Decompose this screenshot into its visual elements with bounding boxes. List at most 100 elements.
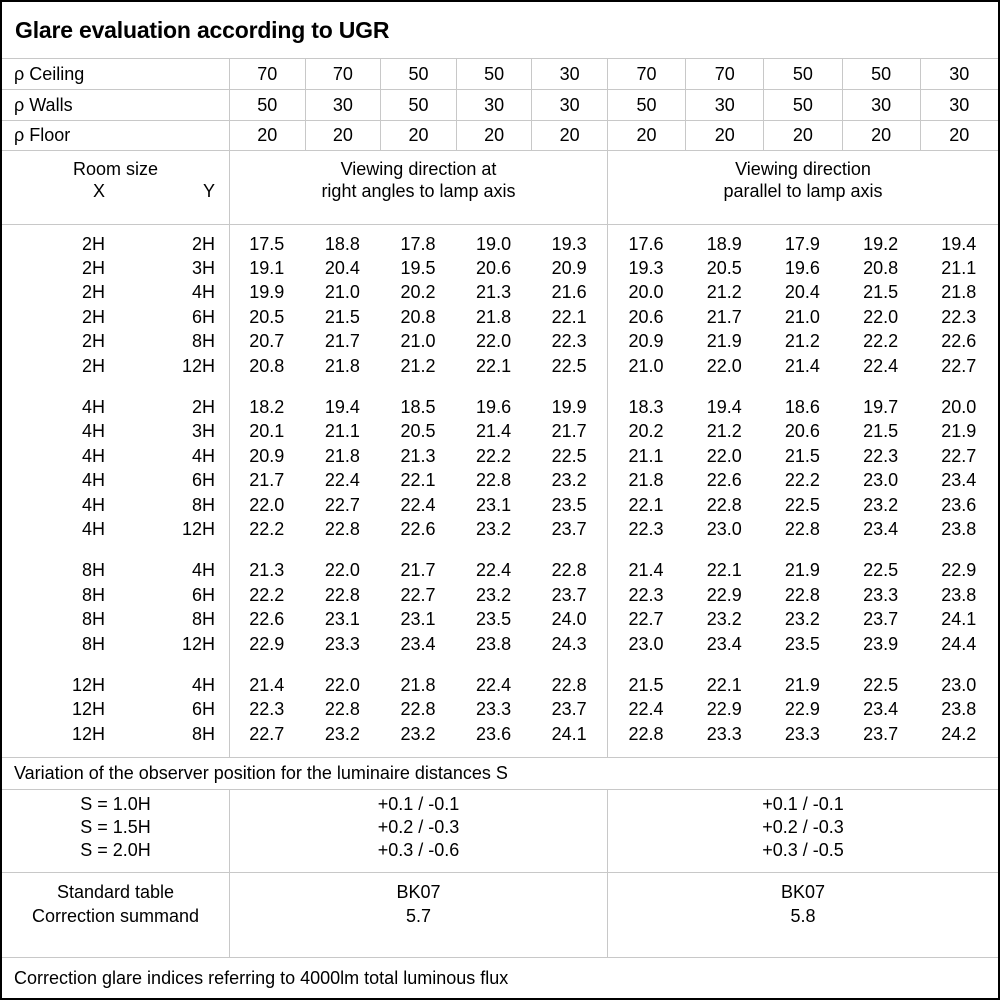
ugr-value-parallel: 23.3 <box>863 584 899 605</box>
ugr-value-parallel: 19.4 <box>941 233 977 254</box>
ugr-block: 4H 2H 18.2 19.4 18.5 19.6 19.9 18.3 19.4 18.6 19.7… <box>2 395 998 541</box>
ugr-value-right-angles: 22.7 <box>324 494 360 515</box>
ugr-value-parallel: 21.2 <box>706 282 742 303</box>
ugr-value-right-angles: 22.8 <box>476 470 512 491</box>
right-angles-section-header: Viewing direction at right angles to lam… <box>229 151 607 224</box>
ugr-value-parallel: 21.7 <box>706 306 742 327</box>
reflectance-value: 30 <box>455 90 532 120</box>
ugr-value-parallel: 22.2 <box>863 331 899 352</box>
ugr-value-parallel: 21.9 <box>941 421 977 442</box>
right-angles-header-line1: Viewing direction at <box>340 159 497 179</box>
reflectance-value: 20 <box>304 121 381 150</box>
ugr-value-parallel: 23.6 <box>941 494 977 515</box>
ugr-value-parallel: 21.5 <box>784 445 820 466</box>
ugr-value-parallel: 21.2 <box>784 331 820 352</box>
ugr-value-right-angles: 22.5 <box>551 445 587 466</box>
ugr-value-parallel: 23.2 <box>863 494 899 515</box>
reflectance-value: 30 <box>841 90 920 120</box>
ugr-value-parallel: 21.1 <box>628 445 664 466</box>
ugr-value-right-angles: 24.3 <box>551 633 587 654</box>
ugr-value-right-angles: 22.4 <box>476 560 512 581</box>
ugr-value-right-angles: 22.1 <box>476 355 512 376</box>
ugr-value-right-angles: 21.7 <box>324 331 360 352</box>
ugr-value-parallel: 21.9 <box>784 674 820 695</box>
ugr-value-right-angles: 20.9 <box>249 445 285 466</box>
ugr-value-parallel: 22.3 <box>863 445 899 466</box>
ugr-value-parallel: 23.8 <box>941 518 977 539</box>
ugr-value-parallel: 23.2 <box>706 609 742 630</box>
ugr-value-parallel: 23.0 <box>628 633 664 654</box>
ugr-value-parallel: 23.3 <box>784 723 820 744</box>
ugr-value-parallel: 21.9 <box>784 560 820 581</box>
ugr-value-right-angles: 22.3 <box>249 699 285 720</box>
ugr-value-right-angles: 20.1 <box>249 421 285 442</box>
s-label: S = 2.0H <box>80 840 151 860</box>
ugr-value-parallel: 21.2 <box>706 421 742 442</box>
table-row: 2H 8H 20.7 21.7 21.0 22.0 22.3 20.9 21.9 21.2 22.2… <box>2 330 998 354</box>
reflectance-value: 50 <box>763 90 841 120</box>
ugr-value-right-angles: 21.7 <box>249 470 285 491</box>
s-value: +0.1 / -0.1 <box>377 794 460 814</box>
ugr-value-parallel: 20.6 <box>784 421 820 442</box>
ugr-value-right-angles: 23.2 <box>476 518 512 539</box>
ugr-value-parallel: 19.7 <box>863 397 899 418</box>
ugr-value-parallel: 20.9 <box>628 331 664 352</box>
ugr-value-parallel: 21.9 <box>706 331 742 352</box>
ugr-data-body: 2H 2H 17.5 18.8 17.8 19.0 19.3 17.6 18.9 17.9 19.2… <box>2 225 998 758</box>
parallel-header-line2: parallel to lamp axis <box>723 181 883 201</box>
reflectance-value: 70 <box>685 59 763 89</box>
observer-variation-section: S = 1.0H S = 1.5H S = 2.0H +0.1 / -0.1 +… <box>2 790 998 873</box>
room-y-value: 12H <box>181 633 215 654</box>
ugr-value-right-angles: 23.1 <box>400 609 436 630</box>
reflectance-value: 70 <box>606 59 685 89</box>
ugr-value-right-angles: 23.7 <box>551 518 587 539</box>
room-x-value: 12H <box>71 674 105 695</box>
ugr-value-parallel: 23.4 <box>941 470 977 491</box>
summary-right-angles: BK07 5.7 <box>229 873 607 957</box>
room-x-value: 8H <box>81 609 105 630</box>
ugr-value-right-angles: 23.1 <box>324 609 360 630</box>
ugr-value-parallel: 22.1 <box>628 494 664 515</box>
room-y-value: 4H <box>191 674 215 695</box>
room-y-value: 8H <box>191 331 215 352</box>
ugr-value-right-angles: 23.7 <box>551 699 587 720</box>
room-y-value: 2H <box>191 397 215 418</box>
ugr-value-right-angles: 22.1 <box>551 306 587 327</box>
reflectance-value: 30 <box>531 59 607 89</box>
table-row: 8H 8H 22.6 23.1 23.1 23.5 24.0 22.7 23.2 23.2 23.7… <box>2 607 998 631</box>
ugr-value-right-angles: 23.2 <box>476 584 512 605</box>
correction-summand-value: 5.7 <box>405 906 432 926</box>
ugr-value-right-angles: 24.0 <box>551 609 587 630</box>
reflectance-label: ρ Floor <box>14 125 71 145</box>
ugr-value-parallel: 17.9 <box>784 233 820 254</box>
reflectance-value: 30 <box>304 90 381 120</box>
ugr-value-parallel: 22.3 <box>628 584 664 605</box>
reflectance-label: ρ Ceiling <box>14 63 85 84</box>
table-row: 4H 12H 22.2 22.8 22.6 23.2 23.7 22.3 23.0 22.8 23.… <box>2 517 998 541</box>
ugr-value-right-angles: 23.2 <box>551 470 587 491</box>
ugr-value-right-angles: 19.1 <box>249 258 285 279</box>
ugr-value-right-angles: 19.9 <box>249 282 285 303</box>
ugr-value-parallel: 24.2 <box>941 723 977 744</box>
ugr-value-parallel: 23.8 <box>941 699 977 720</box>
ugr-value-right-angles: 23.3 <box>324 633 360 654</box>
ugr-value-parallel: 22.0 <box>706 355 742 376</box>
reflectance-value: 50 <box>763 59 841 89</box>
room-y-header: Y <box>202 181 215 201</box>
ugr-value-right-angles: 22.2 <box>249 518 285 539</box>
reflectance-value: 70 <box>304 59 381 89</box>
ugr-value-right-angles: 22.0 <box>324 674 360 695</box>
room-x-value: 4H <box>81 421 105 442</box>
room-x-value: 4H <box>81 470 105 491</box>
ugr-value-right-angles: 21.4 <box>249 674 285 695</box>
ugr-value-parallel: 22.7 <box>941 445 977 466</box>
reflectance-value: 50 <box>229 90 305 120</box>
ugr-value-right-angles: 19.6 <box>476 397 512 418</box>
table-row: 2H 6H 20.5 21.5 20.8 21.8 22.1 20.6 21.7 21.0 22.0… <box>2 305 998 329</box>
ugr-value-parallel: 19.6 <box>784 258 820 279</box>
ugr-value-parallel: 22.6 <box>941 331 977 352</box>
ugr-value-parallel: 22.9 <box>706 584 742 605</box>
ugr-value-right-angles: 22.3 <box>551 331 587 352</box>
table-row: 4H 6H 21.7 22.4 22.1 22.8 23.2 21.8 22.6 22.2 23.0… <box>2 469 998 493</box>
